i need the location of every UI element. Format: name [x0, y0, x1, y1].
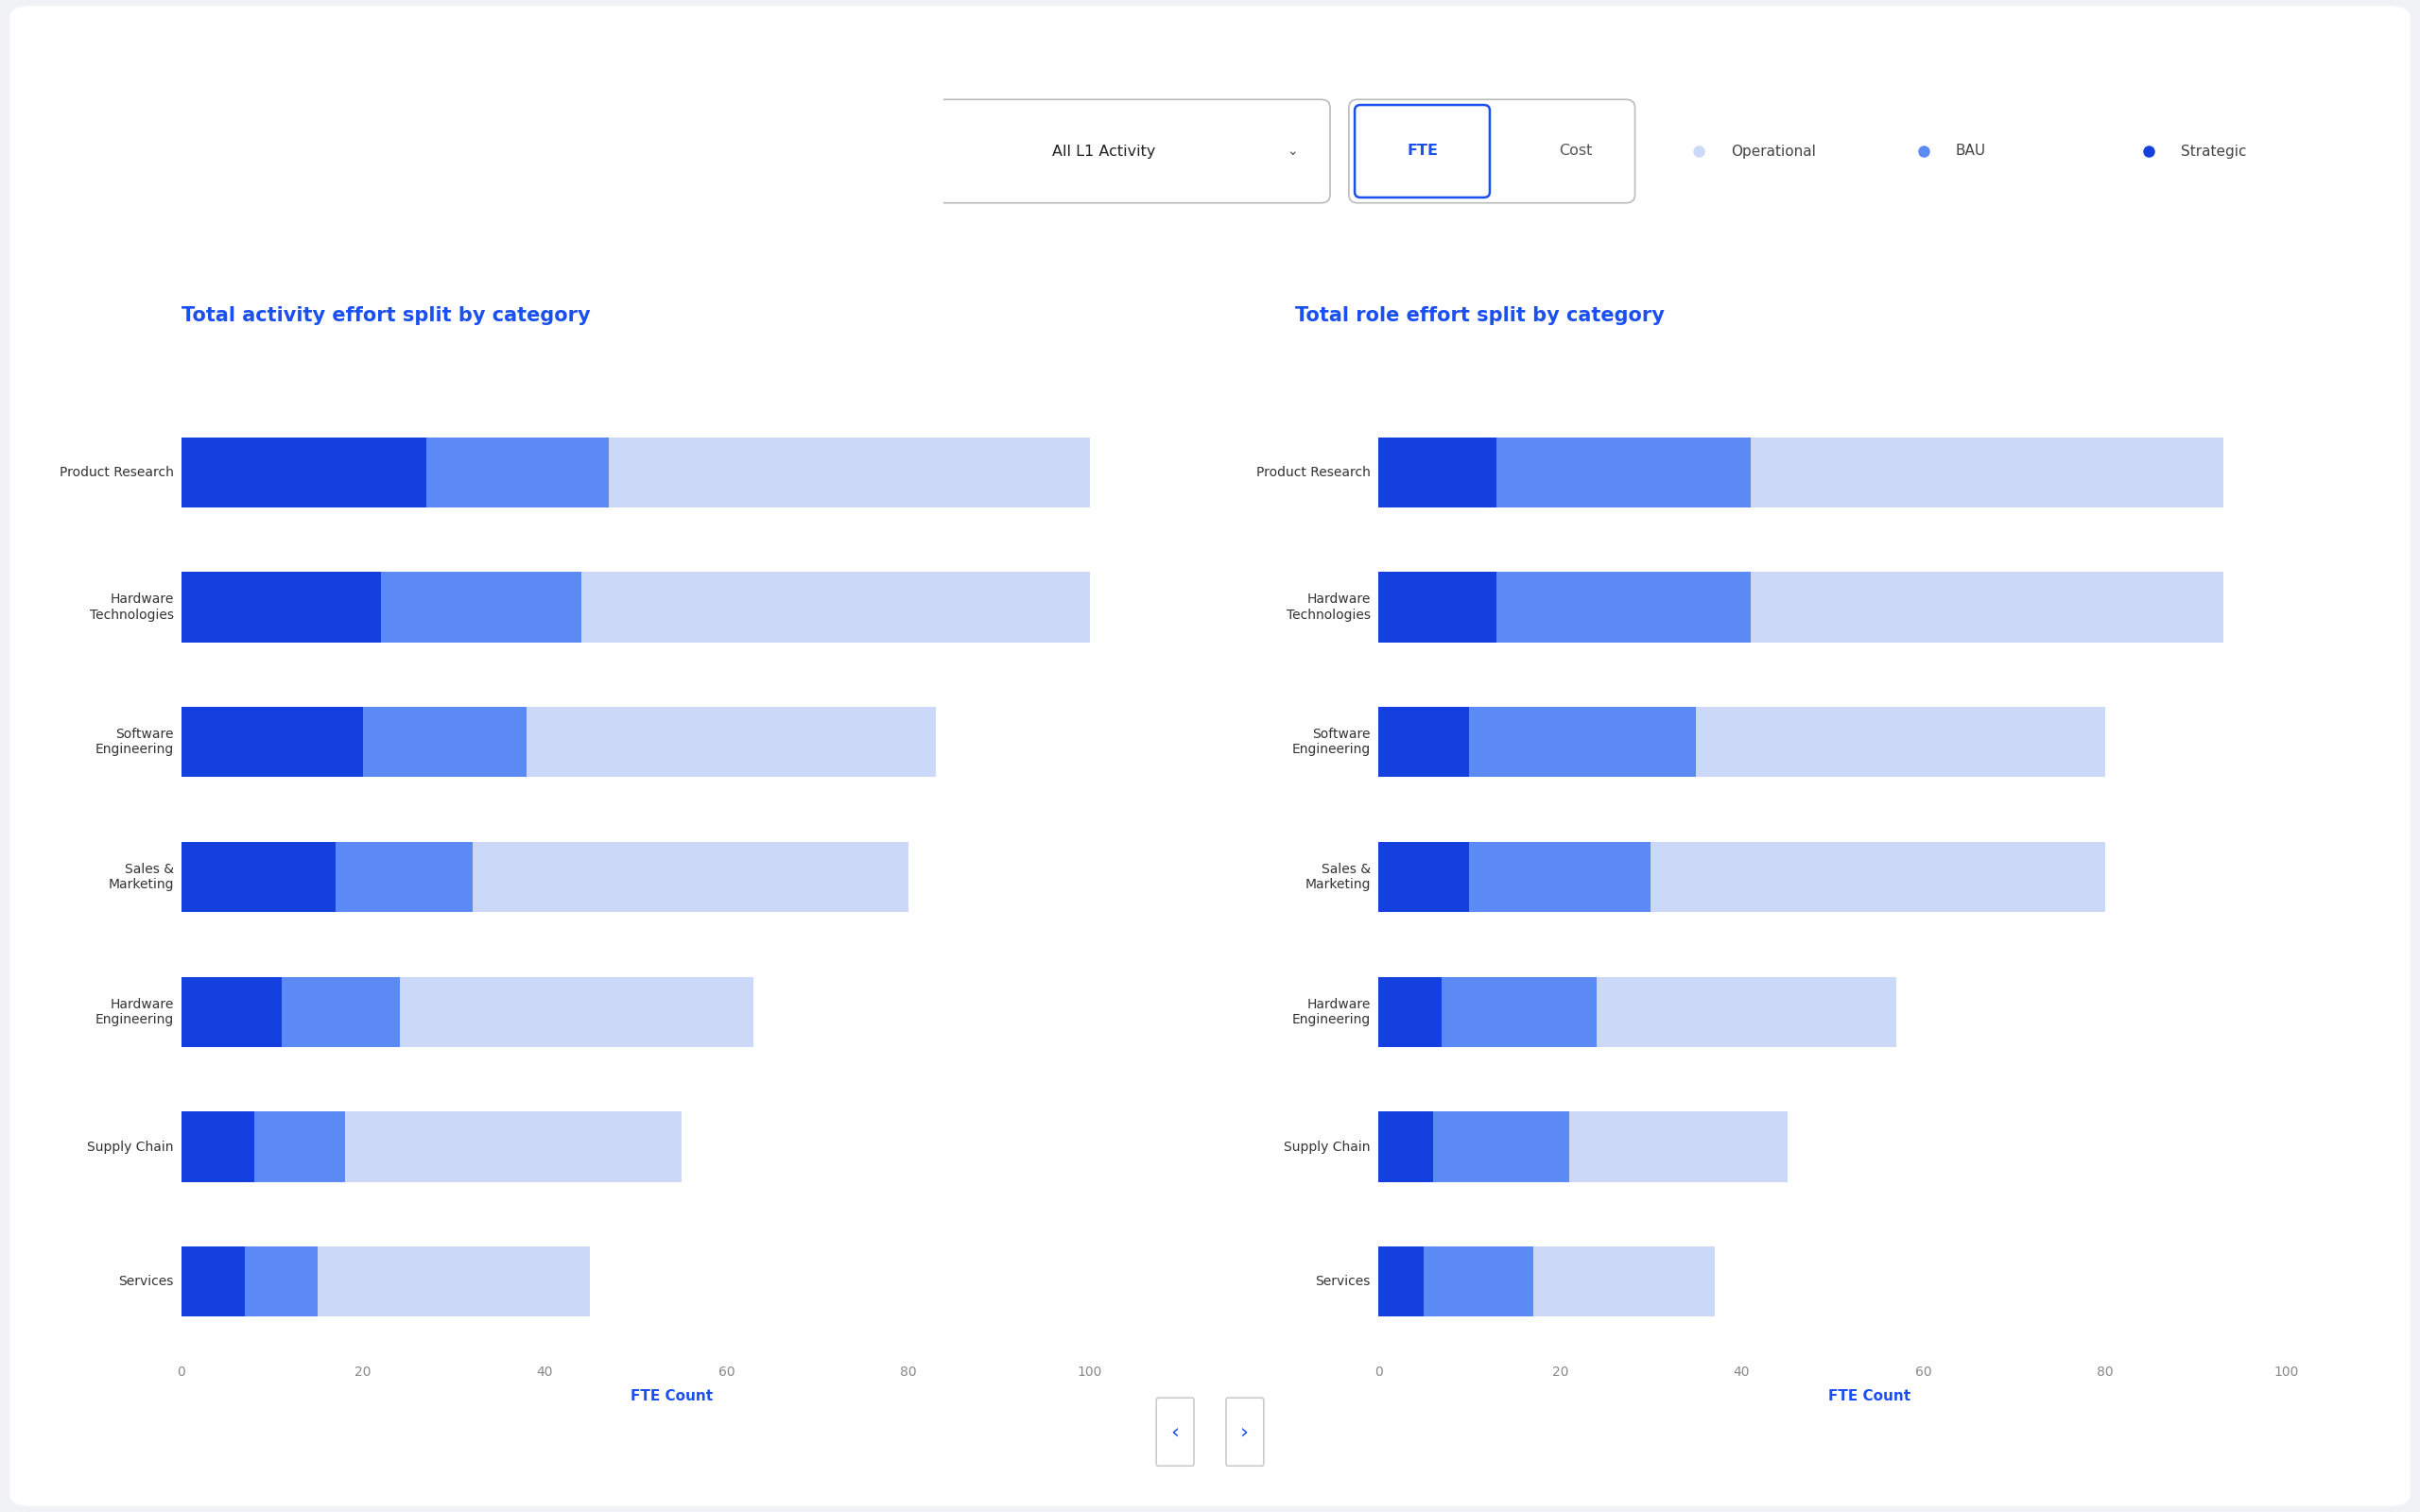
Bar — [1379, 977, 1897, 1046]
Bar — [182, 708, 363, 777]
X-axis label: FTE Count: FTE Count — [1827, 1390, 1909, 1403]
Bar — [1379, 437, 1496, 507]
Bar — [182, 437, 426, 507]
Bar — [1379, 572, 1750, 643]
Bar — [1379, 1111, 1788, 1182]
Text: All L1 Activity: All L1 Activity — [1053, 144, 1154, 159]
Text: ›: › — [1241, 1423, 1249, 1441]
FancyBboxPatch shape — [1227, 1397, 1263, 1467]
Bar — [1379, 708, 2105, 777]
Bar — [182, 708, 528, 777]
Text: Strategic: Strategic — [2180, 144, 2246, 159]
Bar — [1379, 1247, 1532, 1317]
Text: ⌄: ⌄ — [1287, 145, 1297, 157]
Bar — [1379, 977, 1442, 1046]
Bar — [1379, 842, 1650, 912]
Bar — [182, 977, 281, 1046]
Bar — [182, 1247, 244, 1317]
Text: Cost: Cost — [1558, 144, 1592, 159]
FancyBboxPatch shape — [1348, 100, 1636, 203]
Bar — [182, 572, 382, 643]
Bar — [182, 437, 607, 507]
Bar — [182, 1111, 254, 1182]
Bar — [182, 1247, 317, 1317]
Bar — [182, 842, 336, 912]
Bar — [182, 977, 753, 1046]
FancyBboxPatch shape — [1355, 104, 1491, 198]
Bar — [182, 1111, 680, 1182]
Bar — [182, 572, 1089, 643]
Text: BAU: BAU — [1955, 144, 1987, 159]
Bar — [1379, 437, 1750, 507]
Bar — [1379, 977, 1597, 1046]
Bar — [1379, 1111, 1568, 1182]
X-axis label: FTE Count: FTE Count — [632, 1390, 714, 1403]
Bar — [1379, 842, 2105, 912]
FancyBboxPatch shape — [1157, 1397, 1193, 1467]
Bar — [1379, 1247, 1713, 1317]
Text: Operational: Operational — [1730, 144, 1815, 159]
Bar — [1379, 1247, 1423, 1317]
Bar — [182, 1247, 590, 1317]
Bar — [182, 842, 908, 912]
Text: FTE: FTE — [1408, 144, 1437, 159]
Bar — [1379, 842, 1469, 912]
Bar — [1379, 708, 1469, 777]
Bar — [1379, 572, 1496, 643]
Bar — [1379, 572, 2224, 643]
Bar — [182, 708, 937, 777]
Text: Total activity effort split by category: Total activity effort split by category — [182, 305, 590, 325]
Text: ‹: ‹ — [1171, 1423, 1179, 1441]
Bar — [1379, 708, 1696, 777]
Bar — [1379, 437, 2224, 507]
Bar — [182, 437, 1089, 507]
Bar — [182, 572, 581, 643]
FancyBboxPatch shape — [934, 100, 1331, 203]
Bar — [182, 977, 399, 1046]
Bar — [182, 1111, 346, 1182]
Bar — [1379, 1111, 1433, 1182]
Text: Total role effort split by category: Total role effort split by category — [1295, 305, 1665, 325]
Bar — [182, 842, 472, 912]
